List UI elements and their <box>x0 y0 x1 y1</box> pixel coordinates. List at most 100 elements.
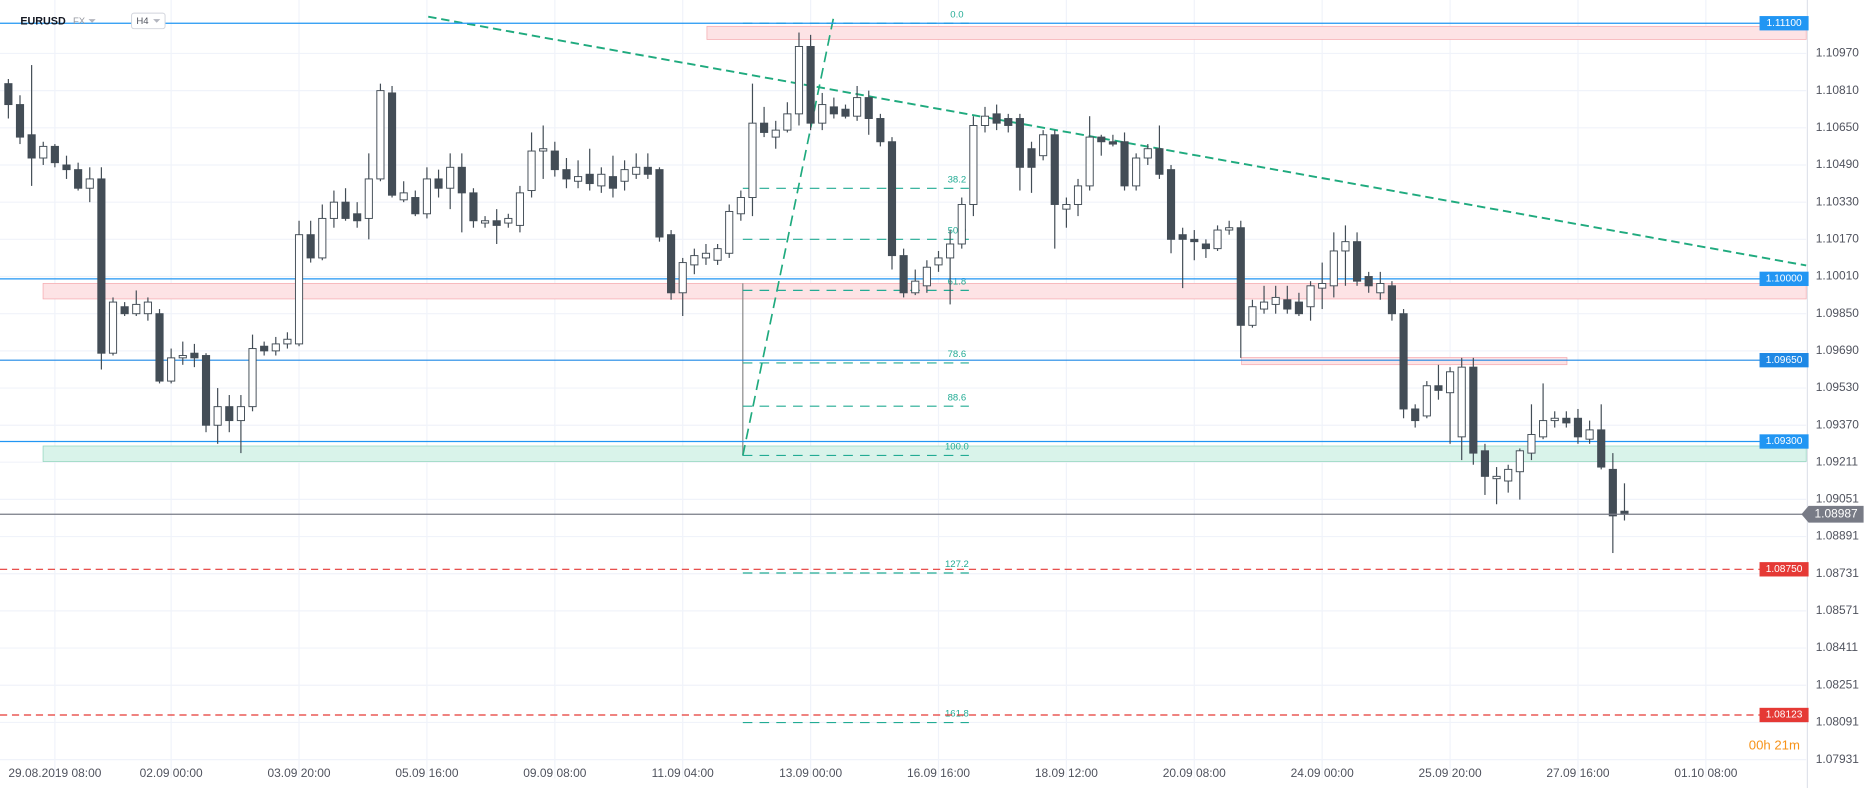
candle-body <box>1318 283 1327 289</box>
candle-body <box>760 122 769 133</box>
candle-body <box>1039 134 1048 157</box>
symbol[interactable]: EURUSD <box>20 15 66 27</box>
last-price-label: 1.08987 <box>1815 506 1859 520</box>
candle-body <box>713 248 722 261</box>
candle-body <box>1573 417 1583 438</box>
candle-body <box>736 197 745 215</box>
candle-body <box>457 166 466 194</box>
x-tick-label: 09.09 08:00 <box>523 766 586 780</box>
y-tick-label: 1.08731 <box>1816 566 1860 580</box>
candle-body <box>864 97 873 119</box>
candle-body <box>632 166 641 175</box>
candle-body <box>911 280 920 294</box>
candle-body <box>946 243 955 259</box>
candle-body <box>1073 185 1083 205</box>
y-tick-label: 1.08251 <box>1816 677 1860 691</box>
candle-body <box>1050 134 1059 205</box>
fib-label: 100.0 <box>945 442 969 453</box>
candle-body <box>1108 141 1117 145</box>
candle-body <box>1527 434 1536 454</box>
candle-body <box>725 210 734 254</box>
candle-body <box>1236 227 1245 326</box>
timeframe[interactable]: H4 <box>136 16 149 27</box>
candle-body <box>492 220 501 226</box>
y-tick-label: 1.08091 <box>1816 715 1860 729</box>
y-tick-label: 1.10810 <box>1816 83 1860 97</box>
candle-body <box>620 169 629 182</box>
resistance-zone <box>706 25 1807 40</box>
candle-body <box>120 306 129 315</box>
candle-body <box>283 338 292 345</box>
x-tick-label: 25.09 20:00 <box>1419 766 1482 780</box>
y-tick-label: 1.10650 <box>1816 120 1860 134</box>
dropdown-icon[interactable] <box>88 19 96 23</box>
candle-body <box>480 220 490 224</box>
x-tick-label: 02.09 00:00 <box>140 766 203 780</box>
candle-body <box>50 145 59 164</box>
candle-body <box>1271 296 1280 305</box>
level-tag <box>1759 352 1809 368</box>
y-tick-label: 1.08891 <box>1816 529 1860 543</box>
candle-body <box>934 257 943 266</box>
candle-body <box>236 406 245 422</box>
candle-body <box>376 90 385 180</box>
candle-body <box>504 217 513 224</box>
candle-body <box>1492 475 1501 480</box>
axes: 1.10970 1.10810 1.10650 1.10490 1.10330 1.101… <box>8 16 1864 780</box>
candle-body <box>969 125 978 205</box>
candle-body <box>15 104 25 138</box>
candle-body <box>190 352 199 359</box>
candle-body <box>841 108 850 117</box>
candle-body <box>667 234 676 294</box>
candle-body <box>318 217 327 259</box>
y-tick-label: 1.08571 <box>1816 603 1860 617</box>
y-tick-label: 1.07931 <box>1816 752 1860 766</box>
x-tick-label: 03.09 20:00 <box>268 766 331 780</box>
level-label: 1.09300 <box>1766 436 1803 447</box>
candle-body <box>178 355 187 359</box>
candle-body <box>1480 450 1490 477</box>
candle-body <box>1166 169 1176 240</box>
y-tick-label: 1.10330 <box>1816 194 1860 208</box>
candle-body <box>1446 371 1455 394</box>
candle-body <box>85 178 94 189</box>
candle-body <box>27 134 36 159</box>
candle-body <box>678 262 687 294</box>
candle-body <box>39 145 48 159</box>
candle-body <box>446 166 455 189</box>
level-label: 1.08750 <box>1766 564 1803 575</box>
candle-body <box>201 355 211 426</box>
timeframe-button[interactable] <box>131 12 166 30</box>
x-tick-label: 27.09 16:00 <box>1546 766 1609 780</box>
candle-body <box>597 173 606 187</box>
fib-label: 161.8 <box>945 709 969 720</box>
candle-body <box>353 213 362 222</box>
y-tick-label: 1.09370 <box>1816 417 1860 431</box>
candle-body <box>980 115 990 126</box>
market: FX <box>73 16 86 27</box>
candle-body <box>515 192 525 226</box>
candle-body <box>1097 136 1106 143</box>
y-tick-label: 1.10490 <box>1816 157 1860 171</box>
candle-body <box>1015 118 1024 168</box>
candle-body <box>4 83 13 106</box>
x-tick-label: 24.09 00:00 <box>1291 766 1354 780</box>
candle-body <box>829 106 838 115</box>
candle-body <box>1457 366 1466 438</box>
level-tag <box>1759 271 1809 287</box>
grid <box>0 0 1807 779</box>
candle-body <box>1608 468 1617 517</box>
fib-label: 38.2 <box>948 175 967 186</box>
fib-label: 0.0 <box>950 9 963 20</box>
candle-body <box>341 201 350 219</box>
last-price-tag <box>1801 505 1864 523</box>
level-tag <box>1759 707 1809 723</box>
candle-body <box>818 104 827 124</box>
fib-label: 50.0 <box>948 226 967 237</box>
y-tick-label: 1.10010 <box>1816 269 1860 283</box>
support-zone <box>42 445 1807 462</box>
fib-label: 61.8 <box>948 277 967 288</box>
candle-body <box>1213 229 1222 250</box>
candle-body <box>1434 385 1443 391</box>
dropdown-icon[interactable] <box>153 19 161 23</box>
